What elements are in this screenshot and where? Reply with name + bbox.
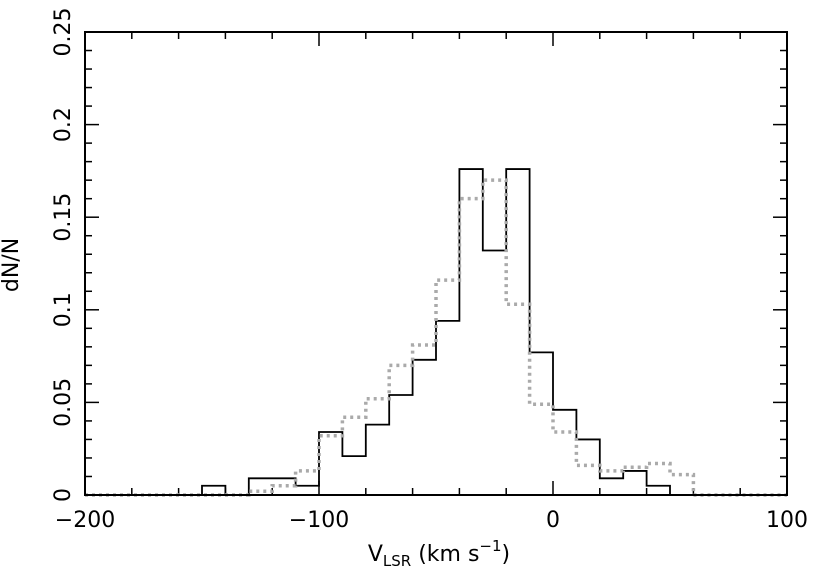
x-tick-label: 0 [546, 508, 560, 533]
histogram-series [85, 168, 787, 497]
histogram-series-2 [85, 178, 787, 497]
tick-labels: −200 −100 0 100 0 0.05 0.1 0.15 0.2 0.25 [51, 8, 808, 533]
x-tick-label: −200 [55, 508, 115, 533]
x-axis-title-superscript: −1 [479, 537, 501, 555]
x-axis-title-subscript: LSR [383, 552, 411, 570]
x-tick-label: 100 [766, 508, 808, 533]
x-tick-label: −100 [289, 508, 349, 533]
y-axis-title: dN/N [0, 238, 24, 292]
y-tick-label: 0.2 [51, 107, 76, 142]
x-axis-title: VLSR (km s−1) [368, 537, 510, 570]
plot-frame [84, 31, 788, 496]
axis-ticks [84, 31, 788, 496]
y-tick-label: 0 [51, 488, 76, 502]
x-axis-title-units: (km s [411, 542, 479, 567]
x-axis-title-main: V [368, 542, 383, 567]
y-tick-label: 0.25 [51, 8, 76, 57]
x-axis-title-close: ) [502, 542, 511, 567]
y-tick-label: 0.05 [51, 378, 76, 427]
y-tick-label: 0.15 [51, 193, 76, 242]
y-tick-label: 0.1 [51, 292, 76, 327]
